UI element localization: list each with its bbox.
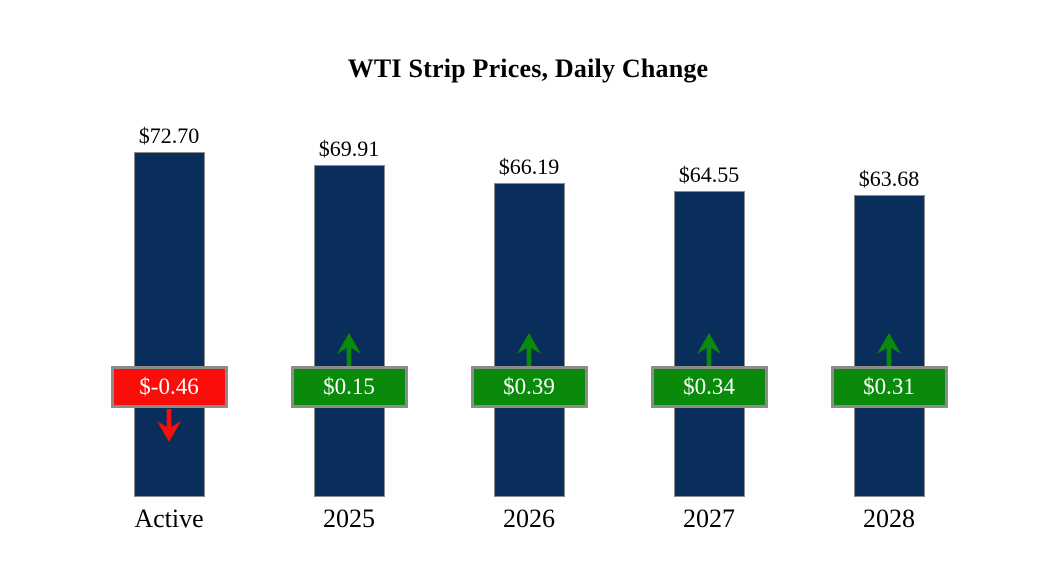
- category-label: Active: [134, 504, 204, 533]
- change-badge: $0.31: [830, 366, 948, 408]
- change-badge: $0.15: [290, 366, 408, 408]
- up-arrow-icon: [337, 333, 361, 366]
- up-arrow-icon: [697, 333, 721, 366]
- chart-title: WTI Strip Prices, Daily Change: [347, 54, 709, 83]
- bar: [133, 152, 205, 497]
- category-label: 2025: [323, 504, 375, 533]
- bar-value-label: $69.91: [318, 136, 380, 161]
- category-label: 2027: [683, 504, 735, 533]
- category-label: 2028: [863, 504, 915, 533]
- category-label: 2026: [503, 504, 555, 533]
- up-arrow-icon: [877, 333, 901, 366]
- change-badge: $0.39: [470, 366, 588, 408]
- bar-value-label: $66.19: [498, 154, 560, 179]
- bar-value-label: $72.70: [138, 123, 200, 148]
- bar-value-label: $64.55: [678, 162, 740, 187]
- up-arrow-icon: [517, 333, 541, 366]
- down-arrow-icon: [157, 409, 181, 442]
- change-badge: $-0.46: [110, 366, 228, 408]
- bar: [313, 165, 385, 497]
- change-badge: $0.34: [650, 366, 768, 408]
- bar-value-label: $63.68: [858, 166, 920, 191]
